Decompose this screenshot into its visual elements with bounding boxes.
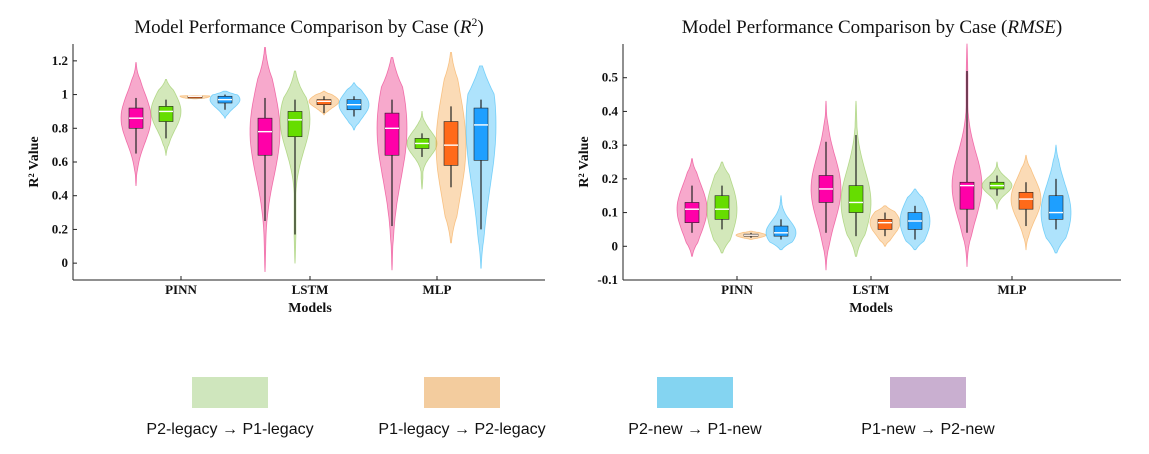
chart-title: Model Performance Comparison by Case (R2… — [134, 15, 484, 38]
box — [443, 121, 459, 166]
title-sup: 2 — [471, 15, 477, 29]
y-tick-label: 1.2 — [52, 53, 68, 68]
legend-swatch — [192, 377, 268, 408]
x-tick-label: LSTM — [853, 282, 890, 297]
box — [257, 117, 273, 156]
r2-chart: Model Performance Comparison by Case (R2… — [27, 15, 545, 316]
legend-label: P2-legacy → P1-legacy — [146, 421, 313, 438]
box — [316, 99, 332, 105]
x-tick-label: MLP — [998, 282, 1027, 297]
y-tick-label: 0 — [62, 255, 69, 270]
title-math: RMSE — [1006, 17, 1056, 38]
box — [848, 185, 864, 213]
title-prefix: Model Performance Comparison by Case ( — [682, 17, 1008, 38]
y-tick-label: 0.4 — [52, 188, 69, 203]
x-tick-label: LSTM — [292, 282, 329, 297]
box — [158, 106, 174, 122]
y-tick-label: 0.5 — [602, 70, 619, 85]
x-tick-label: PINN — [165, 282, 197, 297]
y-axis-label: R² Value — [577, 136, 592, 187]
y-tick-label: -0.1 — [597, 272, 618, 287]
title-prefix: Model Performance Comparison by Case ( — [134, 17, 460, 38]
x-axis-label: Models — [849, 301, 893, 316]
legend-label: P1-legacy → P2-legacy — [378, 421, 545, 438]
box — [877, 219, 893, 230]
box — [959, 181, 975, 210]
box — [384, 112, 400, 156]
y-tick-label: 0.3 — [602, 137, 619, 152]
legend-label: P2-new → P1-new — [628, 421, 762, 438]
y-tick-label: 0.1 — [602, 205, 618, 220]
title-close: ) — [1056, 17, 1062, 38]
y-tick-label: 0.4 — [602, 103, 619, 118]
y-tick-label: 0.8 — [52, 120, 69, 135]
chart-title: Model Performance Comparison by Case (RM… — [682, 17, 1062, 38]
legend-swatch — [657, 377, 733, 408]
legend-swatch — [424, 377, 500, 408]
title-close: ) — [477, 17, 483, 38]
box — [287, 111, 303, 138]
box — [684, 202, 700, 223]
legend-swatch — [890, 377, 966, 408]
x-tick-label: MLP — [423, 282, 452, 297]
x-tick-label: PINN — [721, 282, 753, 297]
title-math: R — [459, 17, 472, 38]
legend: P2-legacy → P1-legacy P1-legacy → P2-lega… — [146, 377, 995, 438]
box — [714, 195, 730, 220]
box — [1048, 195, 1064, 220]
y-tick-label: 0 — [612, 238, 619, 253]
y-tick-label: 0.6 — [52, 154, 69, 169]
box — [1018, 192, 1034, 210]
y-tick-label: 0.2 — [52, 221, 68, 236]
y-axis-label: R² Value — [27, 136, 42, 187]
box — [473, 107, 489, 161]
x-axis-label: Models — [288, 301, 332, 316]
box — [773, 225, 789, 237]
rmse-chart: Model Performance Comparison by Case (RM… — [577, 17, 1121, 316]
y-tick-label: 1 — [62, 87, 69, 102]
y-tick-label: 0.2 — [602, 171, 618, 186]
legend-label: P1-new → P2-new — [861, 421, 995, 438]
